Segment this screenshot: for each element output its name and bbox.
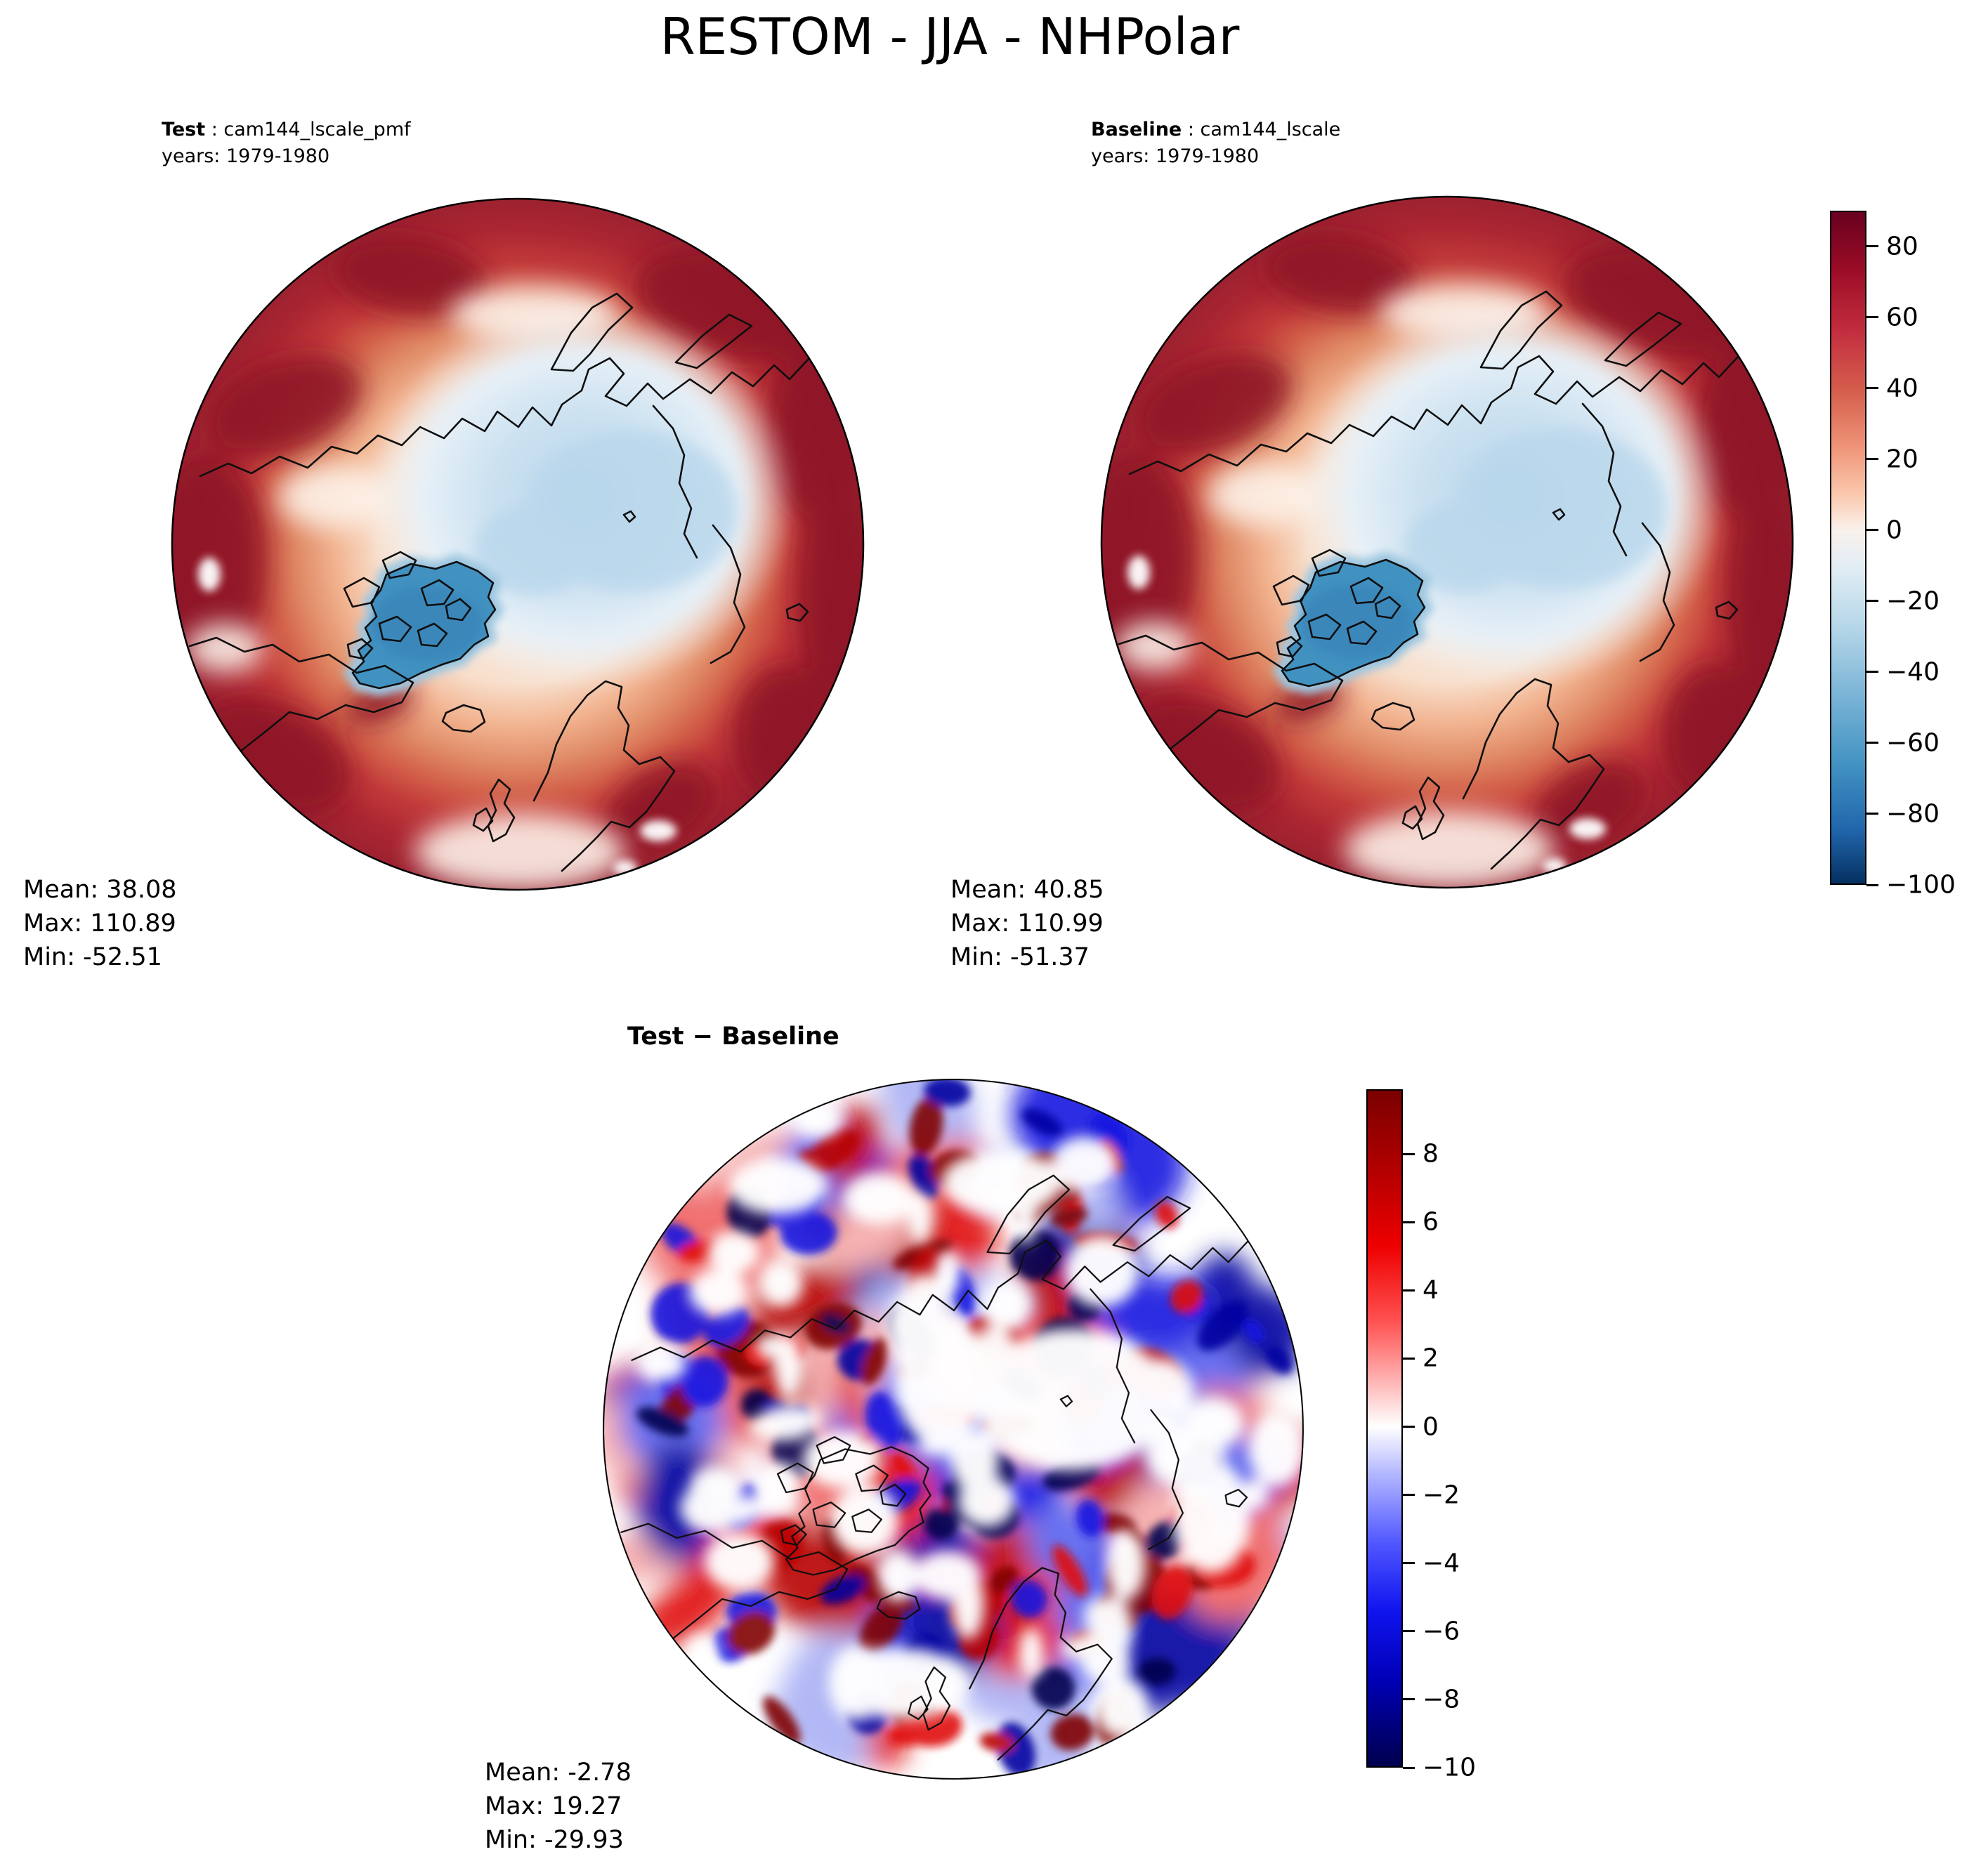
colorbar-tick-label: 0 [1886,515,1902,545]
colorbar-tick [1403,1766,1415,1769]
baseline-header: Baseline : cam144_lscale years: 1979-198… [1091,117,1340,170]
colorbar-tick-label: −100 [1886,870,1956,900]
colorbar-tick [1866,316,1878,319]
colorbar-tick-label: 20 [1886,445,1918,474]
diff-polar-map [603,1079,1304,1780]
colorbar-tick-label: 8 [1423,1139,1439,1169]
colorbar-tick [1866,458,1878,461]
colorbar-tick-label: −10 [1423,1753,1476,1782]
colorbar-tick-label: 80 [1886,232,1918,261]
diff-stat-min: Min: -29.93 [485,1826,624,1854]
colorbar-tick [1403,1289,1415,1292]
colorbar-tick [1403,1221,1415,1223]
colorbar-tick [1866,245,1878,248]
colorbar-tick-label: −2 [1423,1480,1460,1510]
baseline-header-dataset: : cam144_lscale [1182,119,1341,140]
diff-colorbar [1366,1089,1403,1768]
colorbar-tick-label: −60 [1886,728,1940,758]
test-header: Test : cam144_lscale_pmf years: 1979-198… [162,117,411,170]
colorbar-tick [1866,529,1878,532]
colorbar-tick [1403,1357,1415,1360]
baseline-header-line1: Baseline : cam144_lscale [1091,117,1340,143]
test-stat-max: Max: 110.89 [23,909,176,938]
colorbar-tick [1403,1494,1415,1497]
diff-panel-title: Test − Baseline [627,1023,839,1051]
test-stats: Mean: 38.08 Max: 110.89 Min: -52.51 [23,873,176,974]
baseline-stat-max: Max: 110.99 [950,909,1104,938]
diff-stat-max: Max: 19.27 [485,1792,622,1820]
test-header-label: Test [162,119,206,140]
baseline-header-years: years: 1979-1980 [1091,145,1260,167]
colorbar-tick [1403,1698,1415,1701]
colorbar-tick-label: −20 [1886,586,1940,616]
colorbar-tick-label: 4 [1423,1275,1439,1305]
test-header-years: years: 1979-1980 [162,145,330,167]
colorbar-tick-label: −80 [1886,799,1940,829]
colorbar-tick-label: −6 [1423,1617,1460,1646]
colorbar-tick-label: 2 [1423,1343,1439,1373]
colorbar-tick-label: 0 [1423,1412,1439,1442]
baseline-stat-min: Min: -51.37 [950,943,1090,971]
colorbar-tick [1866,671,1878,673]
colorbar-tick [1866,742,1878,744]
diff-stats: Mean: -2.78 Max: 19.27 Min: -29.93 [485,1756,632,1857]
colorbar-tick [1403,1630,1415,1633]
colorbar-tick-label: −4 [1423,1549,1460,1578]
colorbar-tick-label: −8 [1423,1685,1460,1714]
baseline-header-label: Baseline [1091,119,1182,140]
colorbar-tick [1403,1562,1415,1565]
colorbar-tick-label: 60 [1886,303,1918,332]
colorbar-tick-label: −40 [1886,657,1940,687]
test-stat-min: Min: -52.51 [23,943,162,971]
colorbar-tick [1866,883,1878,886]
main-colorbar [1830,211,1866,885]
colorbar-tick [1403,1152,1415,1155]
colorbar-tick [1866,387,1878,390]
colorbar-tick [1866,600,1878,603]
test-header-dataset: : cam144_lscale_pmf [205,119,411,140]
colorbar-tick-label: 40 [1886,374,1918,403]
diff-stat-mean: Mean: -2.78 [485,1759,632,1787]
baseline-stat-mean: Mean: 40.85 [950,876,1104,904]
colorbar-tick [1866,813,1878,815]
test-polar-map [171,197,865,891]
baseline-polar-map [1100,195,1794,889]
baseline-stats: Mean: 40.85 Max: 110.99 Min: -51.37 [950,873,1104,974]
figure-title: RESTOM - JJA - NHPolar [660,7,1240,66]
colorbar-tick-label: 6 [1423,1207,1439,1237]
test-header-line1: Test : cam144_lscale_pmf [162,117,411,143]
test-stat-mean: Mean: 38.08 [23,876,177,904]
colorbar-tick [1403,1426,1415,1428]
